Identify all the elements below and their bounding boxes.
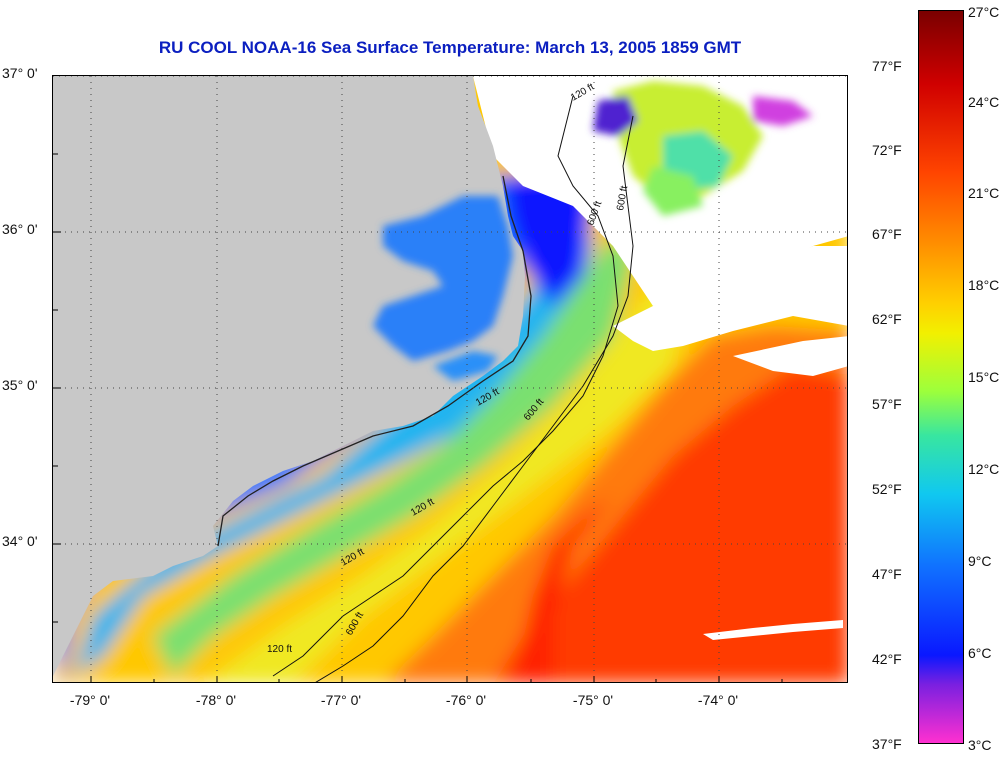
contour-label: 600 ft: [615, 185, 630, 212]
cb-celsius-label: 3°C: [968, 737, 992, 753]
cb-celsius-label: 15°C: [968, 369, 1000, 385]
lon-label-78: -78° 0': [195, 692, 237, 708]
lon-label-79: -79° 0': [69, 692, 111, 708]
ne-sst-patches: [593, 81, 813, 216]
cb-celsius-label: 24°C: [968, 94, 1000, 110]
sounds: [373, 196, 513, 381]
cb-celsius-label: 12°C: [968, 461, 1000, 477]
cb-celsius-label: 27°C: [968, 4, 1000, 20]
cb-fahrenheit-label: 67°F: [872, 226, 902, 242]
cb-fahrenheit-label: 57°F: [872, 396, 902, 412]
cb-celsius-label: 21°C: [968, 185, 1000, 201]
lat-label-37: 37° 0': [2, 65, 38, 81]
graticule: [53, 76, 847, 682]
cb-celsius-label: 18°C: [968, 277, 1000, 293]
cb-fahrenheit-label: 42°F: [872, 651, 902, 667]
cb-fahrenheit-label: 77°F: [872, 58, 902, 74]
cb-fahrenheit-label: 72°F: [872, 142, 902, 158]
lat-label-34: 34° 0': [2, 533, 38, 549]
cb-fahrenheit-label: 62°F: [872, 311, 902, 327]
cb-fahrenheit-label: 47°F: [872, 566, 902, 582]
cb-celsius-label: 9°C: [968, 553, 992, 569]
lon-label-76: -76° 0': [445, 692, 487, 708]
bathymetry-contours: [272, 95, 634, 682]
lon-label-77: -77° 0': [320, 692, 362, 708]
contour-600ft: [315, 115, 634, 682]
lat-label-36: 36° 0': [2, 221, 38, 237]
lat-label-35: 35° 0': [2, 377, 38, 393]
map-title: RU COOL NOAA-16 Sea Surface Temperature:…: [158, 38, 742, 57]
cb-celsius-label: 6°C: [968, 645, 992, 661]
colorbar-gradient: [919, 11, 963, 743]
barrier-islands: [217, 175, 532, 547]
cb-fahrenheit-label: 52°F: [872, 481, 902, 497]
lon-label-74: -74° 0': [697, 692, 739, 708]
axis-ticks: [53, 153, 783, 682]
temperature-colorbar: [918, 10, 964, 744]
contour-label: 120 ft: [267, 644, 292, 655]
cb-fahrenheit-label: 37°F: [872, 736, 902, 752]
lon-label-75: -75° 0': [572, 692, 614, 708]
sst-map-canvas: 120 ft 120 ft 120 ft 120 ft 120 ft 600 f…: [53, 76, 847, 682]
contour-120ft: [272, 95, 619, 677]
sst-map[interactable]: 120 ft 120 ft 120 ft 120 ft 120 ft 600 f…: [52, 75, 848, 683]
